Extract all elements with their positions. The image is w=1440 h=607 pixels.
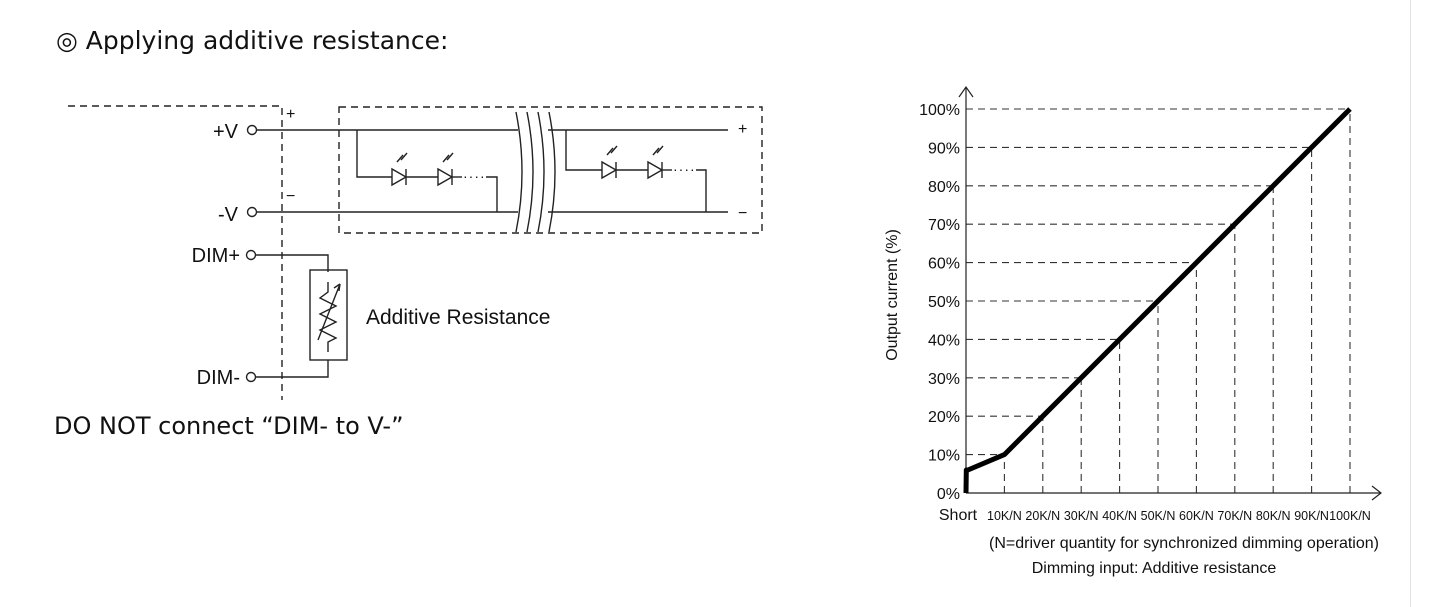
x-tick-label: 80K/N — [1256, 509, 1291, 523]
y-tick-label: 30% — [928, 371, 960, 388]
driver-plus-sign: + — [286, 106, 295, 123]
x-axis-arrow — [1371, 485, 1382, 501]
resistor-box — [309, 269, 348, 361]
driver-minus-sign: − — [286, 188, 295, 205]
terminal-dim-plus — [245, 249, 257, 261]
driver-outline — [68, 105, 283, 400]
svg-text:····: ···· — [673, 161, 696, 177]
x-tick-label: Short — [939, 507, 978, 524]
wire-break-mark-4 — [548, 111, 556, 233]
x-tick-label: 100K/N — [1329, 509, 1371, 523]
wiring-diagram: +V -V DIM+ DIM- + − + − ···· — [68, 105, 763, 400]
x-tick-label: 90K/N — [1294, 509, 1329, 523]
terminal-label-dim-plus: DIM+ — [192, 245, 240, 267]
y-tick-label: 60% — [928, 256, 960, 273]
svg-text:····: ···· — [463, 168, 486, 184]
led-plus-sign: + — [738, 121, 747, 138]
y-tick-label: 100% — [919, 102, 960, 119]
y-tick-labels: 0% 10% 20% 30% 40% 50% 60% 70% 80% 90% 100% — [919, 102, 960, 503]
terminal-dim-minus — [245, 371, 257, 383]
x-tick-label: 30K/N — [1064, 509, 1099, 523]
terminal-v-minus — [246, 206, 258, 218]
y-tick-label: 10% — [928, 448, 960, 465]
terminal-label-v-minus: -V — [218, 204, 239, 226]
wire-dim-minus — [256, 360, 329, 378]
resistor-label: Additive Resistance — [366, 306, 550, 329]
x-tick-label: 60K/N — [1179, 509, 1214, 523]
page-edge — [1410, 0, 1411, 607]
led-string-2: ···· — [565, 130, 707, 212]
chart-axes — [958, 85, 1382, 501]
y-tick-label: 40% — [928, 332, 960, 349]
warning-note: DO NOT connect “DIM- to V-” — [54, 412, 404, 440]
x-axis-label: Dimming input: Additive resistance — [1032, 560, 1277, 577]
x-tick-label: 10K/N — [987, 509, 1022, 523]
terminal-label-dim-minus: DIM- — [197, 367, 240, 389]
output-current-line — [963, 107, 1352, 494]
chart-grid — [966, 108, 1351, 493]
x-tick-label: 20K/N — [1025, 509, 1060, 523]
x-tick-label: 40K/N — [1102, 509, 1137, 523]
x-tick-label: 50K/N — [1141, 509, 1176, 523]
y-tick-label: 90% — [928, 140, 960, 157]
wire-dim-plus — [256, 254, 329, 272]
y-tick-label: 80% — [928, 179, 960, 196]
terminal-label-v-plus: +V — [213, 121, 239, 143]
terminal-v-plus — [246, 124, 258, 136]
led-string-1: ···· — [356, 130, 498, 212]
wire-break-mark — [515, 111, 523, 233]
series-line — [963, 107, 1352, 494]
x-axis-note: (N=driver quantity for synchronized dimm… — [989, 535, 1379, 552]
led-strip-outline — [338, 106, 763, 234]
y-tick-label: 20% — [928, 409, 960, 426]
y-tick-label: 50% — [928, 294, 960, 311]
wire-break-mark-3 — [537, 111, 545, 233]
y-axis-label: Output current (%) — [884, 229, 901, 361]
led-minus-sign: − — [738, 205, 747, 222]
variable-resistor-symbol — [317, 282, 341, 352]
section-heading: ◎ Applying additive resistance: — [56, 26, 449, 55]
y-axis-arrow — [958, 85, 974, 98]
wire-break-mark-2 — [526, 111, 534, 233]
x-tick-label: 70K/N — [1217, 509, 1252, 523]
x-tick-labels: Short 10K/N 20K/N 30K/N 40K/N 50K/N 60K/N 70K/N… — [939, 507, 1371, 524]
y-tick-label: 70% — [928, 217, 960, 234]
y-tick-label: 0% — [937, 486, 960, 503]
